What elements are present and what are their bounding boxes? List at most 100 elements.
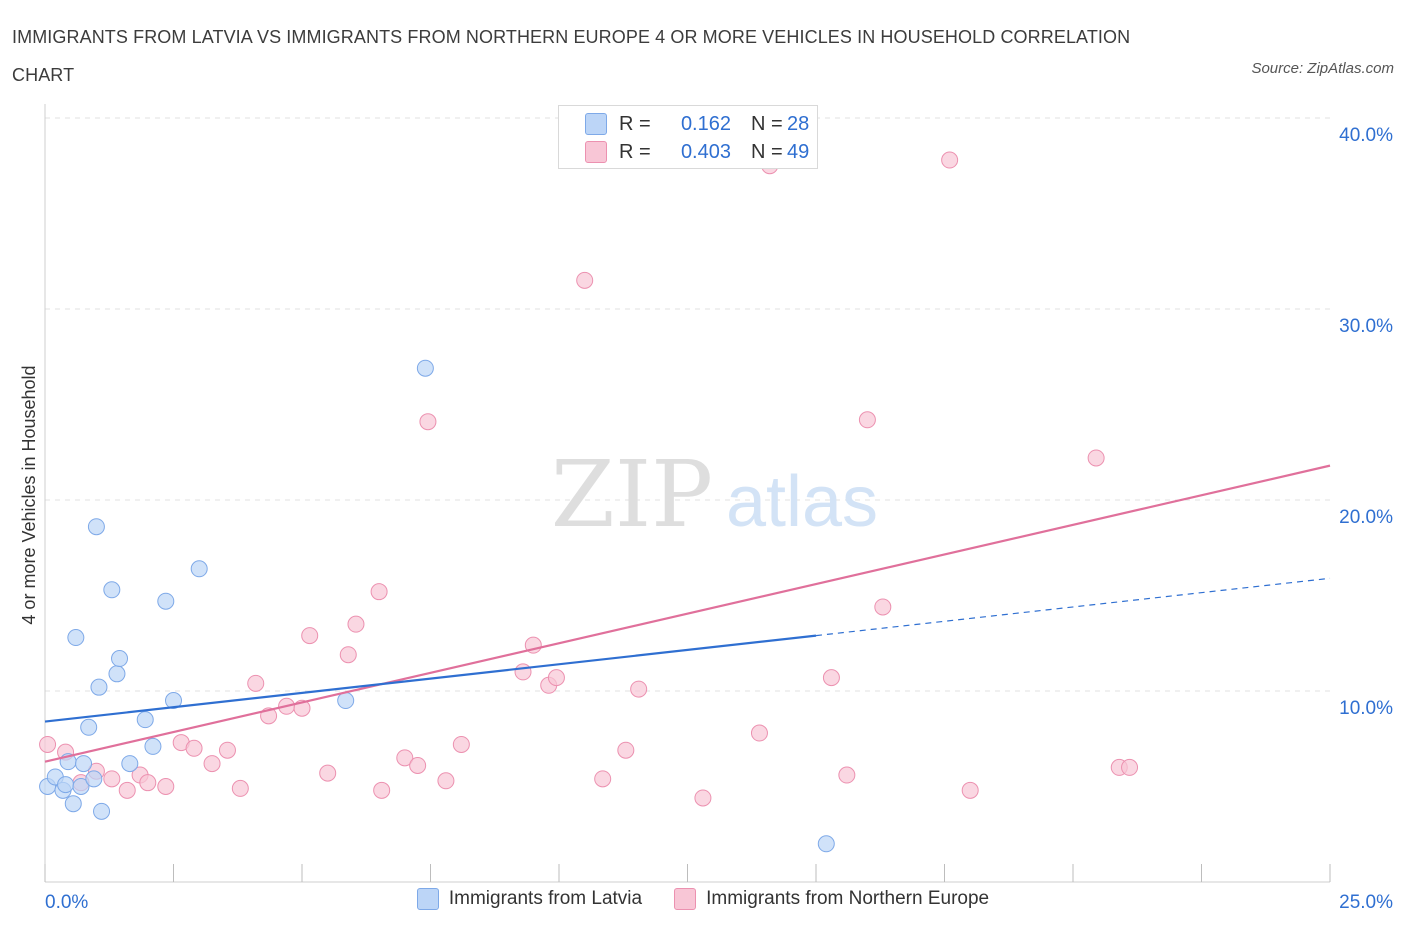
- northern-europe-point: [437, 772, 455, 790]
- latvia-point: [190, 560, 208, 578]
- latvia-point: [165, 692, 182, 710]
- r-label: R =: [619, 112, 651, 135]
- northern-europe-point: [231, 779, 249, 797]
- x-tick-label-max: 25.0%: [1339, 892, 1393, 913]
- latvia-point: [72, 778, 90, 795]
- latvia-point: [136, 711, 154, 729]
- latvia-point: [64, 795, 82, 813]
- northern-europe-point: [630, 680, 648, 698]
- northern-europe-point: [203, 755, 221, 773]
- latvia-point: [93, 802, 111, 820]
- northern-europe-point: [409, 756, 427, 774]
- northern-europe-point: [103, 770, 121, 788]
- latvia-point: [87, 518, 105, 536]
- latvia-trend-line: [44, 634, 817, 723]
- northern-europe-swatch: [585, 141, 607, 163]
- northern-europe-point: [874, 598, 892, 616]
- northern-europe-point: [822, 669, 840, 687]
- northern-europe-legend-label: Immigrants from Northern Europe: [706, 888, 990, 909]
- y-axis-label: 4 or more Vehicles in Household: [19, 365, 39, 624]
- latvia-point: [121, 755, 139, 773]
- latvia-point: [57, 776, 75, 794]
- legend-item-northern-europe[interactable]: Immigrants from Northern Europe: [674, 888, 989, 910]
- latvia-point: [75, 755, 93, 773]
- chart-title: IMMIGRANTS FROM LATVIA VS IMMIGRANTS FRO…: [12, 27, 1131, 85]
- trend-lines: [44, 464, 1331, 763]
- northern-europe-point: [118, 781, 136, 799]
- watermark-atlas: atlas: [726, 462, 878, 542]
- northern-europe-point: [1087, 449, 1105, 467]
- y-tick-labels: 10.0% 20.0% 30.0% 40.0%: [1339, 125, 1393, 719]
- y-tick-label: 40.0%: [1339, 125, 1393, 146]
- latvia-swatch: [585, 113, 607, 135]
- stats-row-latvia: R = 0.162 N = 28: [585, 110, 827, 138]
- latvia-point: [144, 737, 162, 755]
- northern-europe-point: [373, 781, 391, 799]
- northern-europe-point: [838, 766, 856, 784]
- northern-europe-point: [370, 583, 388, 601]
- northern-europe-point: [157, 778, 175, 795]
- northern-europe-point: [576, 271, 594, 289]
- northern-europe-point: [594, 770, 612, 788]
- n-label: N =: [751, 140, 783, 163]
- x-tick-labels: 0.0% 25.0%: [45, 892, 1393, 913]
- northern-europe-n-value: 49: [787, 140, 810, 163]
- northern-europe-point: [547, 669, 565, 687]
- northern-europe-point: [139, 774, 157, 792]
- northern-europe-point: [301, 627, 319, 645]
- northern-europe-point: [339, 646, 357, 664]
- latvia-point: [103, 581, 121, 599]
- latvia-point: [108, 665, 126, 683]
- northern-europe-points: [39, 109, 1139, 807]
- latvia-legend-label: Immigrants from Latvia: [448, 888, 643, 909]
- y-tick-label: 30.0%: [1339, 316, 1393, 337]
- northern-europe-point: [750, 724, 768, 742]
- latvia-point: [111, 650, 129, 668]
- northern-europe-point: [858, 411, 876, 429]
- latvia-point: [157, 592, 175, 610]
- stats-row-northern-europe: R = 0.403 N = 49: [585, 138, 827, 166]
- northern-europe-point: [347, 615, 365, 633]
- grid-lines: [45, 117, 1330, 692]
- latvia-points: [39, 359, 835, 853]
- latvia-point: [416, 359, 434, 377]
- latvia-point: [67, 629, 85, 647]
- northern-europe-point: [218, 741, 236, 759]
- watermark-zip: ZIP: [551, 441, 713, 548]
- northern-europe-point: [396, 749, 414, 767]
- legend-item-latvia[interactable]: Immigrants from Latvia: [416, 888, 643, 910]
- x-tick-label-min: 0.0%: [45, 892, 88, 913]
- northern-europe-point: [941, 151, 959, 169]
- r-label: R =: [619, 140, 651, 163]
- latvia-point: [80, 718, 98, 736]
- latvia-n-value: 28: [787, 112, 810, 135]
- northern-europe-point: [694, 789, 712, 807]
- northern-europe-point: [39, 735, 57, 753]
- northern-europe-trend-line: [44, 464, 1331, 763]
- latvia-trend-extension: [815, 577, 1331, 637]
- northern-europe-legend-swatch: [674, 888, 697, 910]
- watermark: ZIP atlas: [551, 441, 878, 548]
- latvia-point: [337, 692, 355, 710]
- northern-europe-point: [185, 739, 203, 757]
- y-tick-label: 10.0%: [1339, 698, 1393, 719]
- northern-europe-point: [419, 413, 437, 431]
- series-legend: Immigrants from Latvia Immigrants from N…: [0, 888, 1406, 910]
- northern-europe-point: [961, 781, 979, 799]
- latvia-point: [817, 835, 835, 853]
- northern-europe-r-value: 0.403: [680, 140, 731, 163]
- northern-europe-point: [452, 735, 470, 753]
- n-label: N =: [751, 112, 783, 135]
- latvia-legend-swatch: [416, 888, 439, 910]
- northern-europe-point: [1121, 758, 1139, 776]
- stats-legend: R = 0.162 N = 28 R = 0.403 N = 49: [558, 105, 818, 169]
- northern-europe-point: [514, 663, 532, 681]
- latvia-point: [85, 770, 103, 788]
- northern-europe-point: [319, 764, 337, 782]
- y-tick-label: 20.0%: [1339, 507, 1393, 528]
- northern-europe-point: [247, 674, 265, 692]
- latvia-r-value: 0.162: [680, 112, 731, 135]
- latvia-point: [90, 678, 108, 696]
- northern-europe-point: [617, 741, 635, 759]
